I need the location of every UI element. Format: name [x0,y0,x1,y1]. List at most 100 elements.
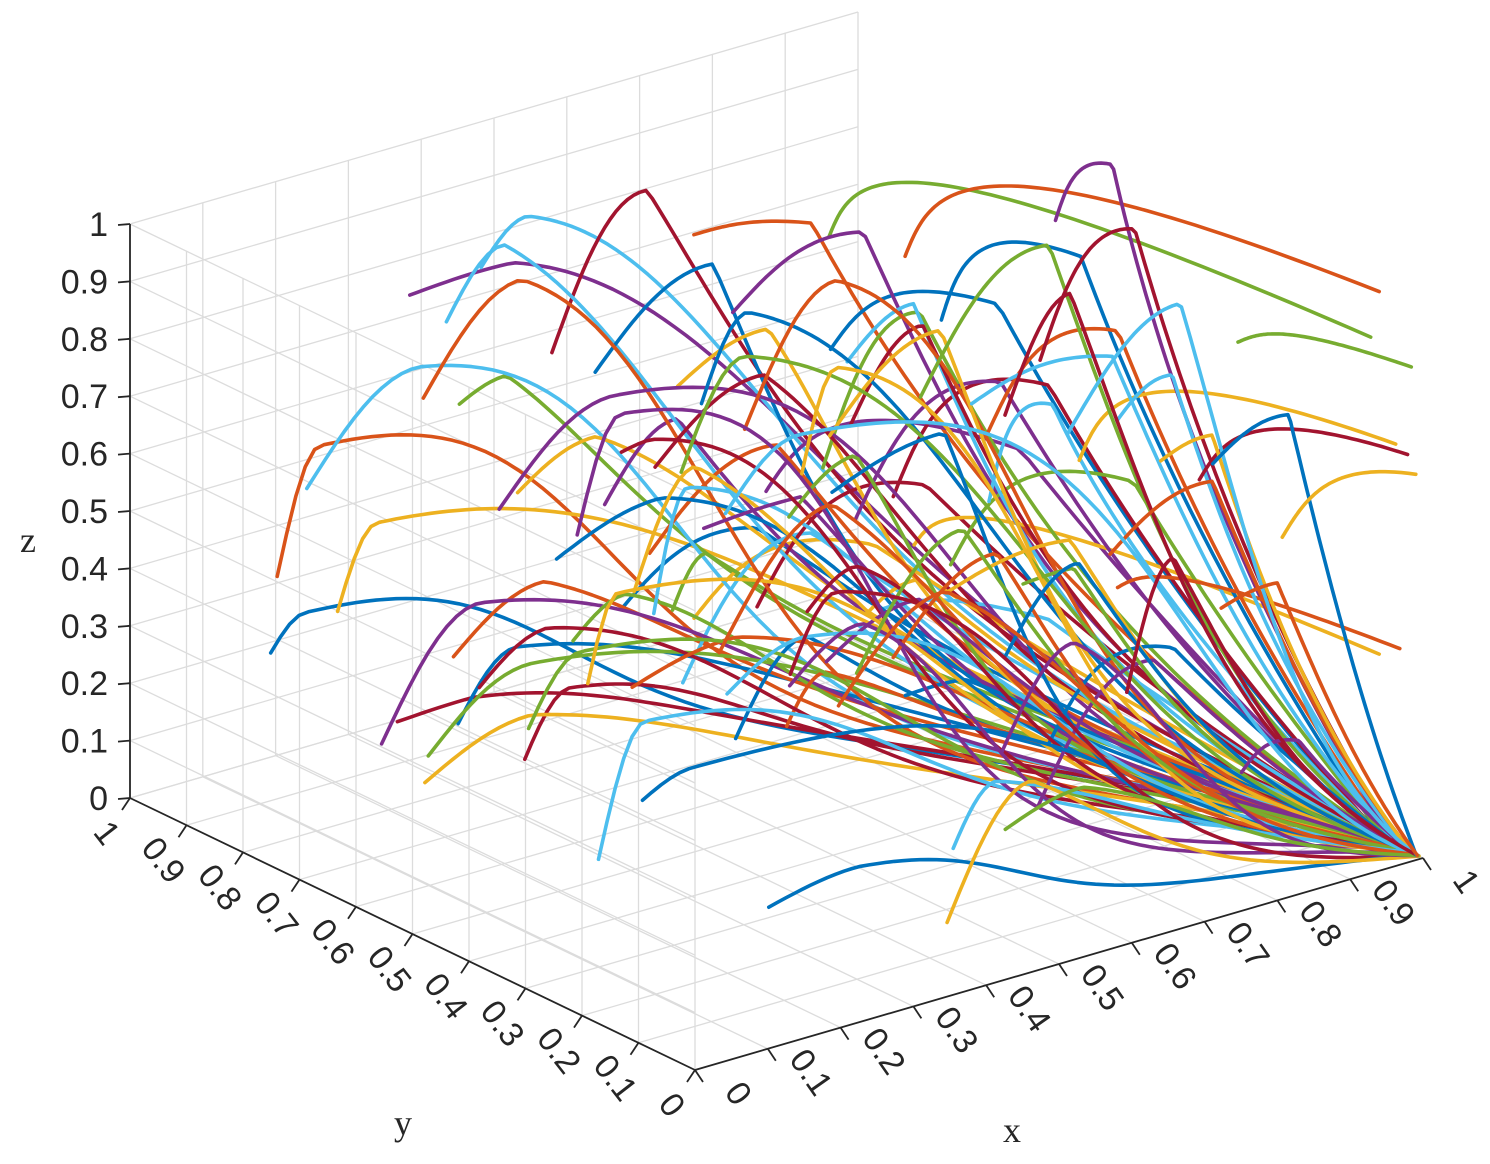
y-tick-label: 0.8 [190,857,249,918]
series-curve [827,180,1373,339]
series-curve [407,260,1375,836]
series-curve [1004,562,1413,854]
x-tick-mark [912,1005,923,1019]
z-tick-label: 0.9 [61,263,108,301]
series-curve [742,279,1402,849]
x-tick-label: 0.9 [1364,873,1422,934]
floor-gridline [186,612,915,826]
floor-gridline [299,666,1028,881]
series-curve [1197,427,1410,482]
z-tick-label: 0.5 [61,493,108,531]
y-tick-mark [460,960,470,974]
x-tick-mark [985,984,995,998]
x-tick-mark [1131,942,1141,956]
z-tick-mark [117,624,131,628]
series-curve [986,326,1397,847]
series-curve [918,243,1403,850]
series-curve [788,589,1420,860]
series-curve [1125,556,1418,857]
y-tick-label: 1 [86,814,128,852]
x-tick-mark [839,1027,850,1041]
series-curve [653,373,1392,844]
z-tick-mark [117,337,131,341]
z-tick-mark [117,223,131,226]
y-tick-mark [347,906,357,920]
series-curve [836,590,1418,857]
z-tick-label: 0.2 [61,665,108,703]
series-curves [268,161,1421,925]
z-tick-label: 0.3 [61,608,108,646]
y-tick-mark [121,797,131,811]
series-curve [679,354,1409,853]
series-curve [1236,332,1414,369]
x-tick-mark [694,1069,704,1083]
x-tick-label: 0.4 [1000,979,1058,1040]
z-tick-label: 0.4 [61,550,108,588]
series-curve [951,779,1415,855]
y-tick-label: 0.3 [473,993,532,1054]
z-tick-mark [117,739,131,743]
series-curve [1065,302,1418,857]
z-tick-label: 0 [89,780,108,818]
back-wall-gridline [129,68,859,283]
x-tick-mark [1422,857,1432,871]
side-wall-gridline [129,453,696,727]
series-curve [1239,737,1414,855]
series-curve [1077,389,1398,463]
x-tick-label: 1 [1445,863,1487,900]
y-tick-label: 0.5 [360,939,419,1000]
series-curve [1219,581,1419,858]
floor-gridline [566,670,1133,944]
series-curve [903,184,1381,294]
series-curve [699,311,1403,850]
back-wall-gridline [129,183,859,397]
z-tick-mark [117,567,131,571]
series-curve [522,682,1387,842]
y-tick-label: 0 [651,1086,693,1124]
series-curve [848,324,1396,847]
floor-gridline [242,639,972,854]
x-tick-mark [1058,963,1068,977]
series-curve [1280,469,1418,540]
y-tick-mark [516,987,527,1001]
side-wall-gridline [129,510,696,784]
x-axis-title: x [1003,1110,1021,1150]
back-wall-gridline [129,11,859,225]
series-curve [1211,412,1418,857]
y-tick-mark [177,824,188,838]
series-curve [619,525,1374,836]
series-curve [723,420,1421,858]
y-tick-mark [686,1069,696,1083]
x-tick-label: 0.2 [854,1021,912,1082]
series-curve [945,779,1421,925]
series-curve [766,852,1418,910]
z-tick-label: 1 [89,206,108,244]
side-wall-gridline [129,280,696,554]
series-curve [939,240,1385,841]
y-tick-mark [629,1042,640,1056]
x-tick-label: 0.7 [1218,915,1276,976]
y-tick-label: 0.6 [303,912,362,973]
z-tick-mark [117,395,131,399]
x-tick-mark [1203,921,1214,935]
x-tick-label: 0.8 [1291,894,1349,955]
x-tick-label: 0.3 [927,1000,985,1061]
series-curve [550,188,1374,836]
z-tick-mark [117,280,131,284]
x-tick-mark [767,1048,777,1062]
z-tick-label: 0.1 [61,723,108,761]
x-tick-mark [1276,899,1287,913]
y-tick-label: 0.9 [134,830,193,891]
axes: 00.10.20.30.40.50.60.70.80.910 0.1 0.2 0.3 0… [61,206,1487,1124]
series-curve [725,631,1407,852]
x-tick-mark [1349,878,1359,892]
z-tick-mark [117,452,131,456]
z-tick-mark [117,797,131,800]
x-tick-label: 0.5 [1073,957,1131,1018]
y-tick-label: 0.1 [586,1048,645,1109]
series-curve [1047,644,1402,849]
y-tick-mark [573,1015,583,1029]
series-curve [1108,479,1415,855]
x-tick-label: 0.1 [782,1042,840,1103]
